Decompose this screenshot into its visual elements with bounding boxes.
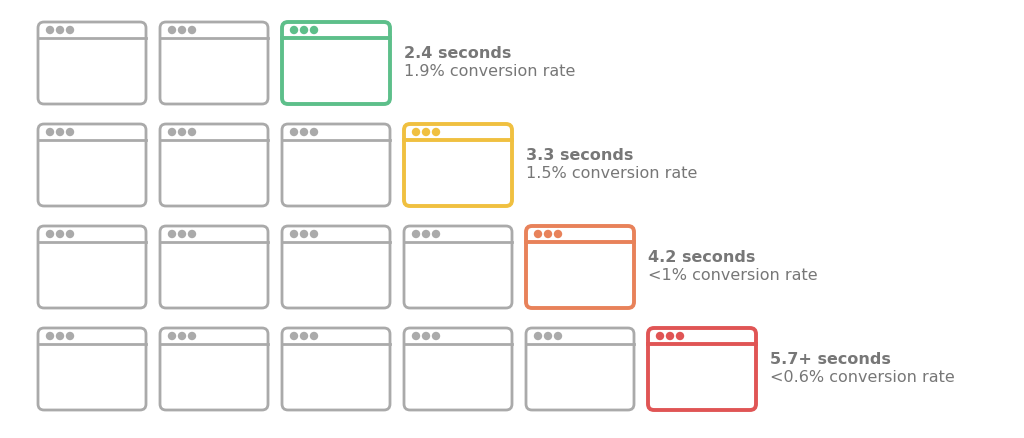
Circle shape [310,332,317,339]
Text: 1.5% conversion rate: 1.5% conversion rate [526,166,697,180]
Circle shape [56,332,63,339]
FancyBboxPatch shape [160,226,268,308]
FancyBboxPatch shape [404,226,512,308]
Circle shape [555,332,561,339]
Circle shape [432,128,439,135]
Circle shape [178,128,185,135]
FancyBboxPatch shape [38,226,146,308]
Circle shape [423,230,429,237]
Circle shape [656,332,664,339]
FancyBboxPatch shape [648,328,756,410]
FancyBboxPatch shape [526,226,634,308]
Circle shape [310,128,317,135]
Circle shape [46,332,53,339]
FancyBboxPatch shape [282,124,390,206]
Text: <0.6% conversion rate: <0.6% conversion rate [770,370,954,385]
Circle shape [169,230,175,237]
Circle shape [291,26,298,33]
Circle shape [677,332,683,339]
FancyBboxPatch shape [282,328,390,410]
Circle shape [413,230,420,237]
Circle shape [413,128,420,135]
Circle shape [178,332,185,339]
Circle shape [423,332,429,339]
Circle shape [56,230,63,237]
Circle shape [67,128,74,135]
FancyBboxPatch shape [160,124,268,206]
Circle shape [432,230,439,237]
Text: 1.9% conversion rate: 1.9% conversion rate [404,64,575,79]
FancyBboxPatch shape [160,22,268,104]
Circle shape [310,26,317,33]
Circle shape [545,332,552,339]
Circle shape [46,26,53,33]
FancyBboxPatch shape [404,328,512,410]
Circle shape [188,230,196,237]
Circle shape [545,230,552,237]
Circle shape [432,332,439,339]
Circle shape [46,230,53,237]
Circle shape [178,26,185,33]
FancyBboxPatch shape [38,22,146,104]
Circle shape [667,332,674,339]
Text: <1% conversion rate: <1% conversion rate [648,268,817,283]
Circle shape [535,332,542,339]
FancyBboxPatch shape [282,226,390,308]
Circle shape [291,332,298,339]
Text: 3.3 seconds: 3.3 seconds [526,148,634,162]
Circle shape [310,230,317,237]
Circle shape [169,26,175,33]
Circle shape [56,26,63,33]
Circle shape [291,128,298,135]
FancyBboxPatch shape [282,22,390,104]
Circle shape [169,128,175,135]
Text: 4.2 seconds: 4.2 seconds [648,250,756,265]
Circle shape [300,332,307,339]
Circle shape [188,128,196,135]
FancyBboxPatch shape [38,124,146,206]
FancyBboxPatch shape [160,328,268,410]
Circle shape [67,230,74,237]
Text: 5.7+ seconds: 5.7+ seconds [770,352,891,367]
Circle shape [291,230,298,237]
Text: 2.4 seconds: 2.4 seconds [404,46,511,60]
Circle shape [535,230,542,237]
Circle shape [188,332,196,339]
FancyBboxPatch shape [404,124,512,206]
Circle shape [169,332,175,339]
FancyBboxPatch shape [526,328,634,410]
Circle shape [300,128,307,135]
Circle shape [178,230,185,237]
Circle shape [300,26,307,33]
Circle shape [67,332,74,339]
Circle shape [555,230,561,237]
Circle shape [46,128,53,135]
Circle shape [188,26,196,33]
Circle shape [300,230,307,237]
Circle shape [423,128,429,135]
Circle shape [67,26,74,33]
FancyBboxPatch shape [38,328,146,410]
Circle shape [56,128,63,135]
Circle shape [413,332,420,339]
